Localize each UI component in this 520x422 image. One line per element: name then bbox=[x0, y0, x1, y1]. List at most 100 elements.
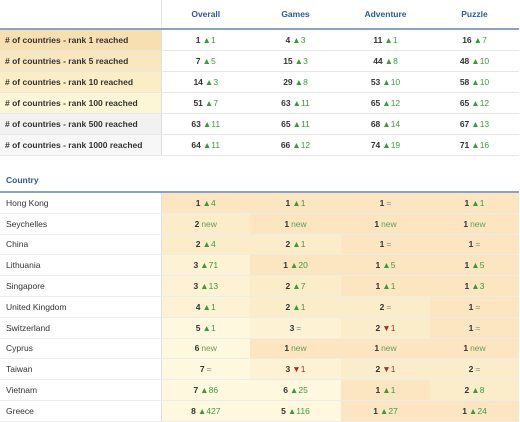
country-row[interactable]: Singapore 3 ▲13 2 ▲7 1 ▲1 1 ▲3 bbox=[0, 275, 519, 297]
rank-value: 58 bbox=[459, 77, 470, 87]
rank-value: 14 bbox=[193, 77, 203, 87]
rank-delta: ▼1 bbox=[292, 364, 305, 374]
rank-value: 65 bbox=[459, 98, 470, 108]
summary-cell: 7 ▲5 bbox=[161, 50, 250, 72]
rank-delta: ▲7 bbox=[205, 98, 218, 108]
rank-change: 19 bbox=[390, 140, 401, 150]
country-name[interactable]: Vietnam bbox=[0, 379, 162, 401]
column-header-games[interactable]: Games bbox=[250, 0, 341, 30]
summary-cell: 4 ▲3 bbox=[250, 29, 341, 51]
arrow-up-icon: ▲ bbox=[382, 119, 391, 129]
country-name[interactable]: Singapore bbox=[0, 275, 162, 297]
rank-value: 2 bbox=[285, 281, 291, 292]
country-name[interactable]: Seychelles bbox=[0, 213, 162, 235]
country-rank-cell: 5 ▲1 bbox=[161, 317, 250, 339]
rank-delta: ▲10 bbox=[382, 77, 400, 87]
country-row[interactable]: Greece 8 ▲427 5 ▲116 1 ▲27 1 ▲24 bbox=[0, 400, 519, 422]
arrow-up-icon: ▲ bbox=[202, 322, 211, 333]
arrow-up-icon: ▲ bbox=[382, 385, 391, 396]
country-row[interactable]: Switzerland 5 ▲1 3 = 2 ▼1 1 = bbox=[0, 317, 519, 339]
rank-change: 1 bbox=[390, 385, 396, 396]
rank-change: 1 bbox=[210, 322, 216, 333]
column-header-puzzle[interactable]: Puzzle bbox=[430, 0, 519, 30]
country-name[interactable]: Taiwan bbox=[0, 358, 162, 381]
country-name[interactable]: Switzerland bbox=[0, 317, 162, 339]
rank-value: 3 bbox=[193, 260, 199, 271]
rank-delta: ▼1 bbox=[382, 323, 395, 333]
summary-cell: 63 ▲11 bbox=[250, 92, 341, 114]
country-rank-cell: 1 = bbox=[430, 296, 519, 318]
country-name[interactable]: Greece bbox=[0, 400, 162, 422]
rank-change: 5 bbox=[210, 56, 216, 66]
rank-change: 8 bbox=[303, 77, 308, 87]
rank-delta: new bbox=[470, 343, 486, 353]
rank-delta: ▲3 bbox=[295, 56, 308, 66]
arrow-up-icon: ▲ bbox=[292, 119, 302, 129]
rank-value: 65 bbox=[370, 98, 381, 108]
country-name[interactable]: United Kingdom bbox=[0, 296, 162, 318]
rank-value: 64 bbox=[191, 140, 201, 150]
country-name[interactable]: Lithuania bbox=[0, 254, 162, 277]
rank-value: 3 bbox=[285, 364, 291, 375]
arrow-up-icon: ▲ bbox=[204, 77, 214, 87]
country-row[interactable]: Taiwan 7 = 3 ▼1 2 ▼1 2 = bbox=[0, 358, 519, 381]
country-section: Hong Kong 1 ▲4 1 ▲1 1 = 1 ▲1 Seychelles 2 new 1 new 1 n… bbox=[0, 192, 519, 422]
country-rank-cell: 2 new bbox=[161, 213, 250, 235]
rank-change: 1 bbox=[390, 322, 396, 333]
country-name[interactable]: China bbox=[0, 234, 162, 256]
rank-delta: ▲25 bbox=[290, 385, 308, 395]
rank-delta: ▲3 bbox=[205, 77, 218, 87]
country-name[interactable]: Hong Kong bbox=[0, 192, 162, 214]
rank-change: 4 bbox=[210, 197, 216, 208]
rank-value: 44 bbox=[373, 56, 383, 66]
summary-row: # of countries - rank 10 reached 14 ▲3 29 ▲8… bbox=[0, 71, 519, 93]
rank-change: 12 bbox=[300, 140, 311, 150]
country-row[interactable]: China 2 ▲4 2 ▲1 1 = 1 = bbox=[0, 234, 519, 256]
rank-delta: ▲1 bbox=[292, 239, 305, 249]
new-badge: new bbox=[201, 218, 217, 229]
column-header-adventure[interactable]: Adventure bbox=[341, 0, 430, 30]
country-column-header[interactable]: Country bbox=[0, 169, 519, 193]
arrow-up-icon: ▲ bbox=[200, 281, 209, 292]
rank-change: 1 bbox=[210, 35, 216, 45]
rank-value: 7 bbox=[193, 385, 199, 396]
summary-cell: 66 ▲12 bbox=[250, 134, 341, 156]
arrow-up-icon: ▲ bbox=[471, 140, 480, 150]
country-row[interactable]: Cyprus 6 new 1 new 1 new 1 new bbox=[0, 338, 519, 360]
rank-delta: ▲10 bbox=[471, 56, 489, 66]
arrow-up-icon: ▲ bbox=[202, 197, 211, 208]
arrow-down-icon: ▼ bbox=[382, 364, 391, 375]
country-row[interactable]: Hong Kong 1 ▲4 1 ▲1 1 = 1 ▲1 bbox=[0, 192, 519, 214]
rank-delta: ▲1 bbox=[203, 302, 216, 312]
rank-change: 1 bbox=[210, 301, 216, 312]
column-header-overall[interactable]: Overall bbox=[161, 0, 250, 30]
rank-delta: new bbox=[470, 219, 486, 229]
rank-change: 1 bbox=[479, 197, 485, 208]
country-row[interactable]: Seychelles 2 new 1 new 1 new 1 new bbox=[0, 213, 519, 235]
country-row[interactable]: United Kingdom 4 ▲1 2 ▲1 2 = 1 = bbox=[0, 296, 519, 318]
rank-change: 4 bbox=[210, 239, 216, 250]
rank-value: 29 bbox=[283, 77, 293, 87]
summary-row-label: # of countries - rank 100 reached bbox=[0, 92, 162, 114]
rank-change: 8 bbox=[479, 385, 485, 396]
arrow-up-icon: ▲ bbox=[468, 405, 478, 416]
summary-cell: 51 ▲7 bbox=[161, 92, 250, 114]
country-row[interactable]: Lithuania 3 ▲71 1 ▲20 1 ▲5 1 ▲5 bbox=[0, 254, 519, 277]
rank-change: 3 bbox=[213, 77, 219, 87]
rank-delta: ▲1 bbox=[384, 35, 397, 45]
arrow-down-icon: ▼ bbox=[382, 322, 391, 333]
rank-value: 1 bbox=[468, 322, 474, 333]
country-rank-cell: 1 = bbox=[341, 192, 430, 214]
arrow-up-icon: ▲ bbox=[294, 77, 304, 87]
country-rank-cell: 1 ▲4 bbox=[161, 192, 250, 214]
country-name[interactable]: Cyprus bbox=[0, 338, 162, 360]
rank-value: 2 bbox=[285, 239, 291, 250]
country-row[interactable]: Vietnam 7 ▲86 6 ▲25 1 ▲1 2 ▲8 bbox=[0, 379, 519, 401]
rank-delta: ▲1 bbox=[382, 385, 395, 395]
rank-delta: ▲5 bbox=[471, 260, 484, 270]
rank-value: 1 bbox=[464, 197, 470, 208]
rank-change: 8 bbox=[393, 56, 398, 66]
country-rank-cell: 1 = bbox=[341, 234, 430, 256]
summary-row: # of countries - rank 500 reached 63 ▲11 65… bbox=[0, 113, 519, 135]
country-rank-cell: 6 new bbox=[161, 338, 250, 360]
